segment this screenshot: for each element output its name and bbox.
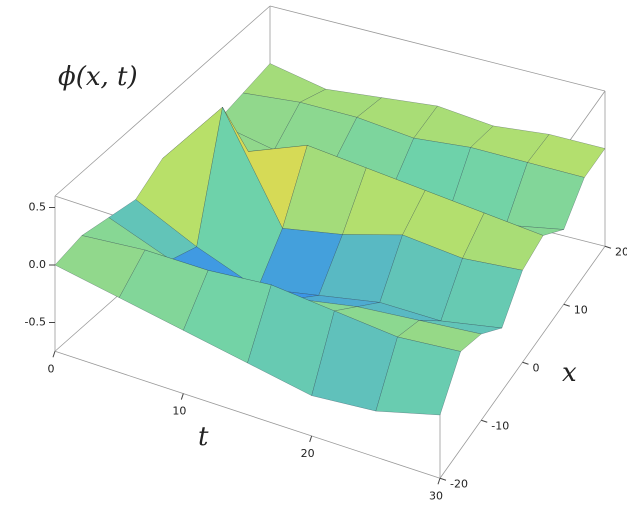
t-tick <box>52 351 56 358</box>
z-tick-label: -0.5 <box>25 316 46 329</box>
t-tick-label: 30 <box>429 489 443 502</box>
t-tick <box>437 478 441 485</box>
x-axis-label: x <box>562 358 577 388</box>
box-edge <box>269 5 606 92</box>
z-tick-label: 0.0 <box>29 258 47 271</box>
box-edge <box>54 5 271 197</box>
t-tick <box>180 393 184 400</box>
box-edge <box>54 350 441 479</box>
surface <box>54 63 606 416</box>
x-tick-label: -10 <box>491 419 509 432</box>
surface-cell <box>375 336 461 416</box>
x-tick <box>439 477 447 481</box>
x-tick-label: 20 <box>615 245 627 258</box>
x-tick <box>563 303 570 307</box>
x-tick <box>522 361 529 365</box>
x-tick <box>604 245 612 249</box>
t-tick-label: 10 <box>172 405 186 418</box>
z-axis-label: ϕ(x, t) <box>58 62 138 92</box>
x-tick-label: 10 <box>574 303 588 316</box>
t-tick-label: 20 <box>301 447 315 460</box>
x-tick <box>481 419 488 423</box>
t-tick <box>309 435 313 443</box>
x-tick-label: -20 <box>450 477 468 490</box>
t-tick-label: 0 <box>48 362 55 375</box>
x-tick-label: 0 <box>533 361 540 374</box>
z-tick-label: 0.5 <box>29 201 47 214</box>
t-axis-label: t <box>198 422 209 452</box>
axes: 0 10 20 30 -20 -10 0 10 20 -0.5 0.0 0.5 <box>25 201 627 503</box>
